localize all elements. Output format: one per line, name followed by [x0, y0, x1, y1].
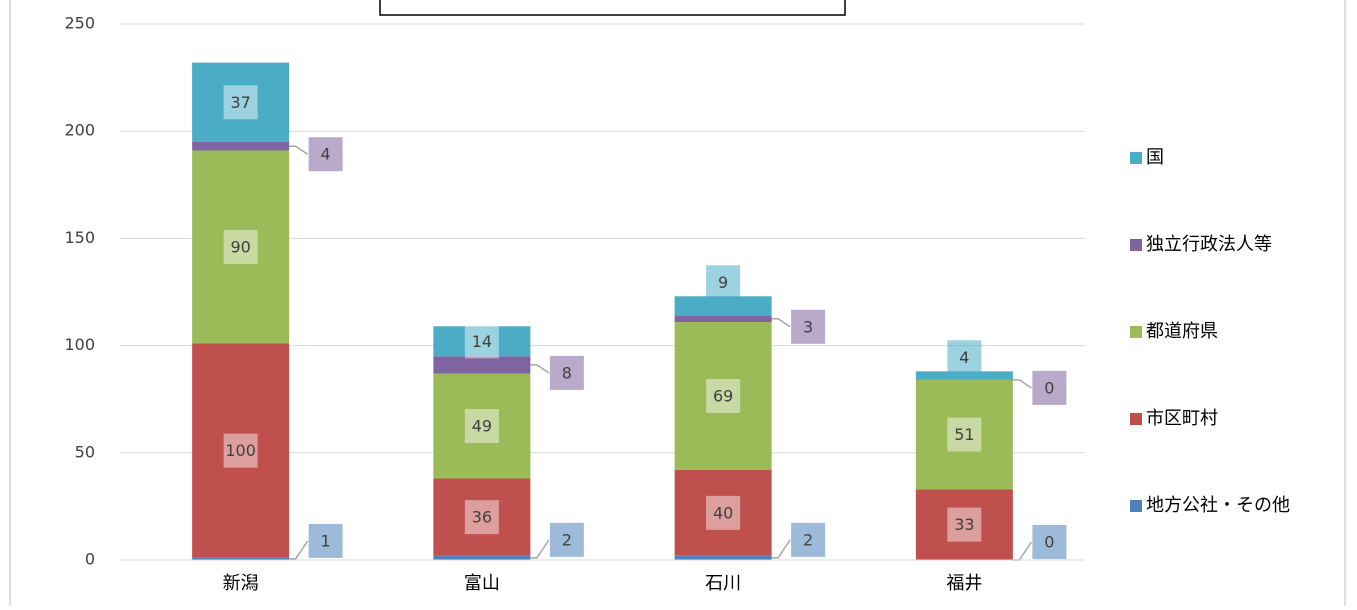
data-label-bg [308, 137, 343, 172]
title-box [379, 0, 846, 16]
bar-segment [192, 150, 290, 344]
legend-label: 地方公社・その他 [1146, 495, 1290, 516]
data-label: 9 [718, 273, 728, 292]
y-tick-label: 100 [64, 335, 95, 354]
leader-line [771, 318, 791, 328]
bar-segment [433, 373, 531, 479]
leader-line [530, 364, 550, 374]
data-label: 4 [959, 348, 969, 367]
data-label-bg [549, 355, 584, 390]
bar-segment [674, 469, 772, 556]
x-tick-label: 新潟 [223, 573, 259, 594]
y-tick-label: 0 [85, 550, 95, 569]
y-tick-label: 50 [75, 442, 95, 461]
legend-label: 独立行政法人等 [1146, 234, 1272, 255]
bar-segment [192, 62, 290, 142]
leader-line [289, 540, 309, 560]
data-label: 3 [803, 317, 813, 336]
data-label-bg [947, 340, 982, 375]
data-label-bg [223, 433, 258, 468]
bar-segment [674, 315, 772, 323]
data-label: 2 [562, 530, 572, 549]
bar-segment [674, 296, 772, 316]
data-label-bg [1032, 525, 1067, 559]
legend-label: 市区町村 [1146, 408, 1218, 429]
data-label-bg [791, 309, 826, 344]
legend-label: 都道府県 [1146, 321, 1218, 342]
legend-swatch [1130, 326, 1142, 338]
bar-segment [433, 356, 531, 374]
data-label-bg [1032, 370, 1067, 405]
data-label: 1 [321, 531, 331, 550]
leader-line [771, 539, 791, 559]
data-label: 90 [230, 237, 250, 256]
data-label-bg [464, 500, 499, 535]
data-label: 33 [954, 515, 974, 534]
legend-swatch [1130, 413, 1142, 425]
data-label-bg [223, 85, 258, 120]
data-label: 51 [954, 425, 974, 444]
data-label-bg [464, 409, 499, 443]
bar-segment [192, 557, 290, 560]
data-label-bg [947, 417, 982, 452]
bar-segment [915, 379, 1013, 490]
data-label: 100 [225, 441, 256, 460]
data-label: 0 [1044, 533, 1054, 552]
y-tick-label: 200 [64, 121, 95, 140]
bar-segment [915, 371, 1013, 380]
x-tick-label: 福井 [946, 573, 982, 594]
data-label-bg [791, 522, 826, 557]
data-label: 69 [713, 386, 733, 405]
leader-line [530, 539, 550, 559]
data-label: 37 [230, 93, 250, 112]
y-tick-label: 150 [64, 228, 95, 247]
bar-segment [915, 489, 1013, 560]
leader-line [1012, 379, 1032, 389]
bar-segment [433, 555, 531, 560]
data-label-bg [223, 229, 258, 264]
data-label: 40 [713, 503, 733, 522]
data-label-bg [549, 522, 584, 557]
x-tick-label: 石川 [705, 573, 741, 594]
data-label-bg [706, 265, 741, 300]
bar-segment [674, 555, 772, 560]
legend-swatch [1130, 500, 1142, 512]
legend-label: 国 [1146, 147, 1164, 168]
x-tick-label: 富山 [464, 573, 500, 594]
bar-segment [433, 478, 531, 556]
data-label-bg [464, 324, 499, 359]
data-label: 36 [472, 508, 492, 527]
legend-swatch [1130, 152, 1142, 164]
bar-segment [192, 141, 290, 151]
data-label: 2 [803, 530, 813, 549]
data-label-bg [947, 507, 982, 542]
data-label: 14 [472, 332, 492, 351]
legend-swatch [1130, 239, 1142, 251]
data-label-bg [308, 523, 343, 558]
bar-segment [433, 326, 531, 357]
data-label-bg [706, 495, 741, 530]
bar-segment [192, 343, 290, 558]
leader-line [289, 145, 309, 155]
y-tick-label: 250 [64, 14, 95, 33]
data-label-bg [706, 378, 741, 413]
data-label: 8 [562, 363, 572, 382]
bar-segment [674, 322, 772, 470]
data-label: 49 [472, 417, 492, 436]
data-label: 0 [1044, 378, 1054, 397]
data-label: 4 [321, 145, 331, 164]
leader-line [1012, 541, 1032, 561]
